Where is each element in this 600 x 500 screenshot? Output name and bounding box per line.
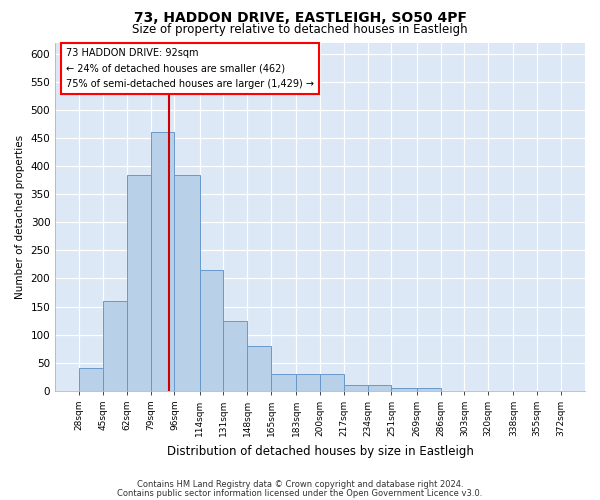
Bar (416, 388, 440, 391)
Bar (175, 174, 200, 391)
Bar (271, 374, 296, 391)
Bar (223, 320, 247, 391)
Text: Contains public sector information licensed under the Open Government Licence v3: Contains public sector information licen… (118, 488, 482, 498)
Y-axis label: Number of detached properties: Number of detached properties (15, 134, 25, 298)
Bar (151, 132, 175, 391)
X-axis label: Distribution of detached houses by size in Eastleigh: Distribution of detached houses by size … (167, 444, 473, 458)
Bar (320, 374, 344, 391)
Bar (79, 368, 103, 391)
Bar (247, 346, 271, 391)
Bar (200, 270, 223, 391)
Text: 73, HADDON DRIVE, EASTLEIGH, SO50 4PF: 73, HADDON DRIVE, EASTLEIGH, SO50 4PF (133, 11, 467, 25)
Bar (368, 385, 391, 391)
Text: 73 HADDON DRIVE: 92sqm
← 24% of detached houses are smaller (462)
75% of semi-de: 73 HADDON DRIVE: 92sqm ← 24% of detached… (66, 48, 314, 89)
Bar (344, 385, 368, 391)
Text: Contains HM Land Registry data © Crown copyright and database right 2024.: Contains HM Land Registry data © Crown c… (137, 480, 463, 489)
Text: Size of property relative to detached houses in Eastleigh: Size of property relative to detached ho… (132, 22, 468, 36)
Bar (103, 301, 127, 391)
Bar (296, 374, 320, 391)
Bar (127, 174, 151, 391)
Bar (391, 388, 416, 391)
